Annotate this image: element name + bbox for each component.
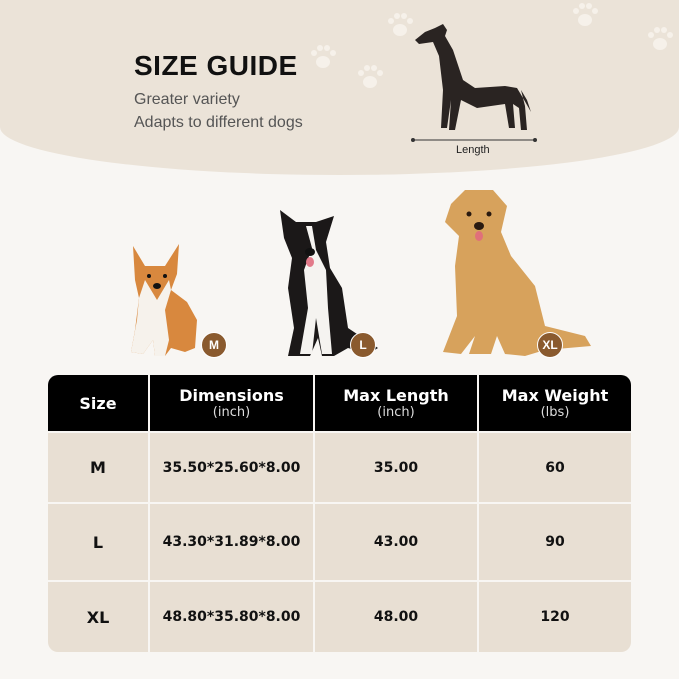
cell-max-length: 43.00 xyxy=(313,502,478,581)
header-label: Max Weight xyxy=(501,386,609,405)
header-label: Size xyxy=(79,393,117,413)
cell-size: XL xyxy=(48,580,149,652)
size-table: Size Dimensions (inch) Max Length (inch) M… xyxy=(48,375,631,652)
cell-size: L xyxy=(48,502,149,581)
header-label: Max Length xyxy=(343,386,449,405)
cell-dimensions: 43.30*31.89*8.00 xyxy=(148,502,314,581)
header-unit: (lbs) xyxy=(540,405,570,420)
dog-silhouette-icon xyxy=(411,24,537,142)
cell-size: M xyxy=(48,431,149,503)
subtitle-adapts: Adapts to different dogs xyxy=(134,114,303,131)
subtitle-variety: Greater variety xyxy=(134,91,240,108)
page-title: SIZE GUIDE xyxy=(134,50,298,81)
cell-max-length: 35.00 xyxy=(313,431,478,503)
length-label: Length xyxy=(456,144,490,156)
cell-max-length: 48.00 xyxy=(313,580,478,652)
paw-icon xyxy=(388,13,413,36)
size-badge-m: M xyxy=(201,332,227,358)
cell-dimensions: 35.50*25.60*8.00 xyxy=(148,431,314,503)
cell-max-weight: 120 xyxy=(477,580,631,652)
border-collie-image xyxy=(280,210,378,356)
cell-max-weight: 90 xyxy=(477,502,631,581)
header-label: Dimensions xyxy=(179,386,284,405)
column-header-size: Size xyxy=(48,375,149,432)
size-badge-xl: XL xyxy=(537,332,563,358)
cell-dimensions: 48.80*35.80*8.00 xyxy=(148,580,314,652)
paw-icon xyxy=(311,45,336,68)
corgi-image xyxy=(131,244,197,356)
table-row: L 43.30*31.89*8.00 43.00 90 xyxy=(48,502,631,581)
paw-icon xyxy=(358,65,383,88)
cell-max-weight: 60 xyxy=(477,431,631,503)
header-unit: (inch) xyxy=(212,405,251,420)
column-header-max-length: Max Length (inch) xyxy=(313,375,478,432)
column-header-dimensions: Dimensions (inch) xyxy=(148,375,314,432)
table-row: M 35.50*25.60*8.00 35.00 60 xyxy=(48,431,631,503)
paw-icon xyxy=(573,3,598,26)
table-row: XL 48.80*35.80*8.00 48.00 120 xyxy=(48,580,631,652)
header-unit: (inch) xyxy=(377,405,415,420)
header-banner xyxy=(0,0,679,175)
size-badge-l: L xyxy=(350,332,376,358)
column-header-max-weight: Max Weight (lbs) xyxy=(477,375,631,432)
paw-icon xyxy=(648,27,673,50)
golden-retriever-image xyxy=(443,190,591,356)
table-header-row: Size Dimensions (inch) Max Length (inch) M… xyxy=(48,375,631,432)
